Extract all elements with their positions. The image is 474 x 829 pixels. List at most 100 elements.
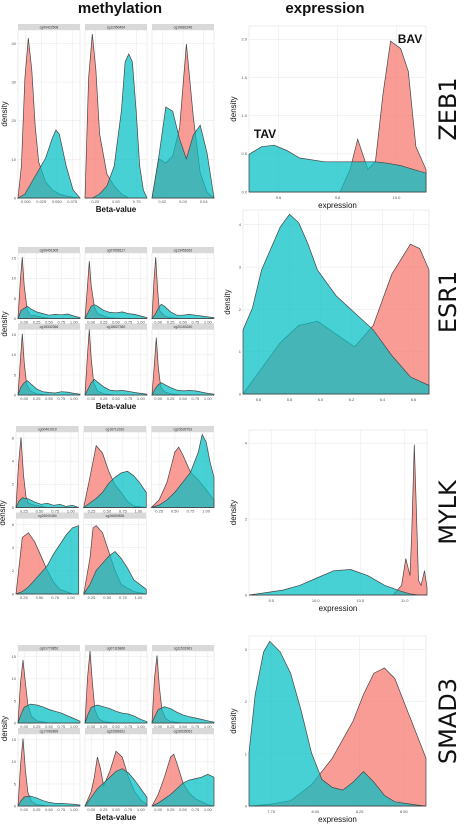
y-tick-label: 5 xyxy=(14,296,17,301)
x-tick-label: 0.25 xyxy=(33,807,42,812)
x-tick-label: 0.75 xyxy=(125,724,134,729)
x-tick-label: 0.25 xyxy=(20,509,29,514)
x-tick-label: 0.25 xyxy=(33,396,42,401)
x-tick-label: 1.00 xyxy=(70,396,79,401)
density-area-tav xyxy=(248,144,427,193)
expression-header: expression xyxy=(285,0,364,17)
x-tick-label: 0.25 xyxy=(33,724,42,729)
y-tick-label: 0 xyxy=(14,392,17,397)
x-tick-label: 0.50 xyxy=(112,724,121,729)
x-tick-label: 1.00 xyxy=(137,320,146,325)
x-tick-label: 0.75 xyxy=(125,396,134,401)
x-tick-label: 0.75 xyxy=(133,199,142,204)
x-tick-label: 1.00 xyxy=(204,724,213,729)
panel-strip xyxy=(16,512,79,519)
y-tick-label: 0 xyxy=(12,591,15,596)
panel-strip-label: cg11950454 xyxy=(107,25,126,29)
x-tick-label: 6.2 xyxy=(349,397,355,402)
annotation-bav: BAV xyxy=(398,32,422,46)
y-tick-label: 15 xyxy=(12,332,17,337)
y-tick-label: 15 xyxy=(12,256,17,261)
y-tick-label: 15 xyxy=(12,654,17,659)
x-tick-label: 1.00 xyxy=(137,807,146,812)
density-panel: cg19682246 0.02 0.03 0.04 xyxy=(151,24,215,204)
x-tick-label: 0.75 xyxy=(58,724,67,729)
density-panel: cg26000484 0.25 0.50 0.75 1.00 0 2 4 6 xyxy=(12,512,80,600)
y-tick-label: 10 xyxy=(12,676,17,681)
panel-strip xyxy=(151,426,214,432)
x-tick-label: 6.0 xyxy=(318,397,324,402)
x-tick-label: 0.03 xyxy=(179,199,188,204)
y-axis-title: density xyxy=(0,311,9,336)
x-tick-label: 0.00 xyxy=(87,396,96,401)
y-axis-title: density xyxy=(0,716,9,741)
x-tick-label: 0.00 xyxy=(87,807,96,812)
y-tick-label: 2.0 xyxy=(241,37,247,42)
y-tick-label: 5 xyxy=(14,698,17,703)
y-tick-label: 2 xyxy=(12,482,15,487)
panel-background xyxy=(15,431,79,508)
x-tick-label: 0.50 xyxy=(45,320,54,325)
panel-strip xyxy=(152,645,214,651)
x-tick-label: 5.6 xyxy=(256,397,262,402)
x-tick-label: 0.50 xyxy=(179,396,188,401)
y-tick-label: 10 xyxy=(12,157,17,162)
panel-strip-label: cg11531961 xyxy=(174,646,193,650)
x-axis-title: Beta-value xyxy=(96,813,137,822)
x-tick-label: 0.50 xyxy=(179,724,188,729)
panel-strip-label: cg18627360 xyxy=(107,325,126,329)
density-panel: cg23539753 0.25 0.50 0.75 1.00 xyxy=(150,426,215,514)
density-panel: cg13456262 0.00 0.25 0.50 0.75 1.00 xyxy=(151,247,215,325)
x-tick-label: 0.50 xyxy=(171,509,180,514)
y-axis-title: density xyxy=(223,289,232,314)
gene-label-smad3: SMAD3 xyxy=(434,678,462,764)
density-area-tav xyxy=(17,380,81,396)
density-panel: 9.6 9.8 10.0 0.0 0.5 1.0 1.5 2.0 xyxy=(241,25,427,200)
y-tick-label: 0 xyxy=(14,195,17,200)
density-panel: cg07116866 0.00 0.25 0.50 0.75 1.00 xyxy=(84,645,148,729)
x-tick-label: 0.75 xyxy=(58,320,67,325)
x-tick-label: 0.75 xyxy=(119,595,128,600)
density-area-tav xyxy=(242,213,430,395)
density-area-tav xyxy=(17,305,81,319)
x-tick-label: 1.00 xyxy=(67,595,76,600)
panel-strip xyxy=(152,247,214,253)
y-tick-label: 15 xyxy=(12,737,17,742)
x-tick-label: 0.50 xyxy=(112,807,121,812)
panel-strip xyxy=(85,728,147,734)
density-panel: cg22586611 0.00 0.25 0.50 0.75 1.00 xyxy=(84,728,148,812)
y-axis-title: density xyxy=(0,500,7,525)
x-axis-title: Beta-value xyxy=(96,205,137,214)
panel-strip-label: cg26650836 xyxy=(106,514,125,518)
panel-strip xyxy=(83,512,147,519)
y-tick-label: 1.0 xyxy=(241,113,247,118)
x-tick-label: 0.50 xyxy=(103,509,112,514)
x-tick-label: 7.75 xyxy=(267,809,276,814)
y-tick-label: 6 xyxy=(12,435,15,440)
methylation-header: methylation xyxy=(78,0,162,17)
panel-strip xyxy=(18,24,80,30)
x-tick-label: 0.25 xyxy=(167,396,176,401)
x-tick-label: 0.75 xyxy=(192,396,201,401)
x-tick-label: 0.25 xyxy=(91,199,100,204)
y-tick-label: 10 xyxy=(12,759,17,764)
panel-strip-label: cg26535051 xyxy=(174,729,193,733)
y-tick-label: 0 xyxy=(245,803,248,808)
density-panel: cg17082865 0.00 0.25 0.50 0.75 1.00 0 5 10 15 xyxy=(12,728,81,812)
density-area-tav xyxy=(84,304,148,319)
y-axis-title: density xyxy=(229,500,238,525)
x-axis-title: Beta-value xyxy=(96,402,137,411)
gene-label-mylk: MYLK xyxy=(434,479,462,545)
x-axis-title: expression xyxy=(318,815,357,824)
x-tick-label: 0.00 xyxy=(154,396,163,401)
panel-strip xyxy=(18,323,80,330)
y-tick-label: 5 xyxy=(14,781,17,786)
x-tick-label: 0.75 xyxy=(192,807,201,812)
x-axis-title: expression xyxy=(319,604,358,613)
x-tick-label: 0.00 xyxy=(154,320,163,325)
panel-strip-label: cg17082865 xyxy=(40,729,59,733)
density-panel: 9.5 10.0 10.5 11.0 0 2 4 xyxy=(245,429,428,603)
density-panel: cg07658117 0.00 0.25 0.50 0.75 1.00 xyxy=(84,247,148,325)
x-tick-label: 1.00 xyxy=(204,396,213,401)
